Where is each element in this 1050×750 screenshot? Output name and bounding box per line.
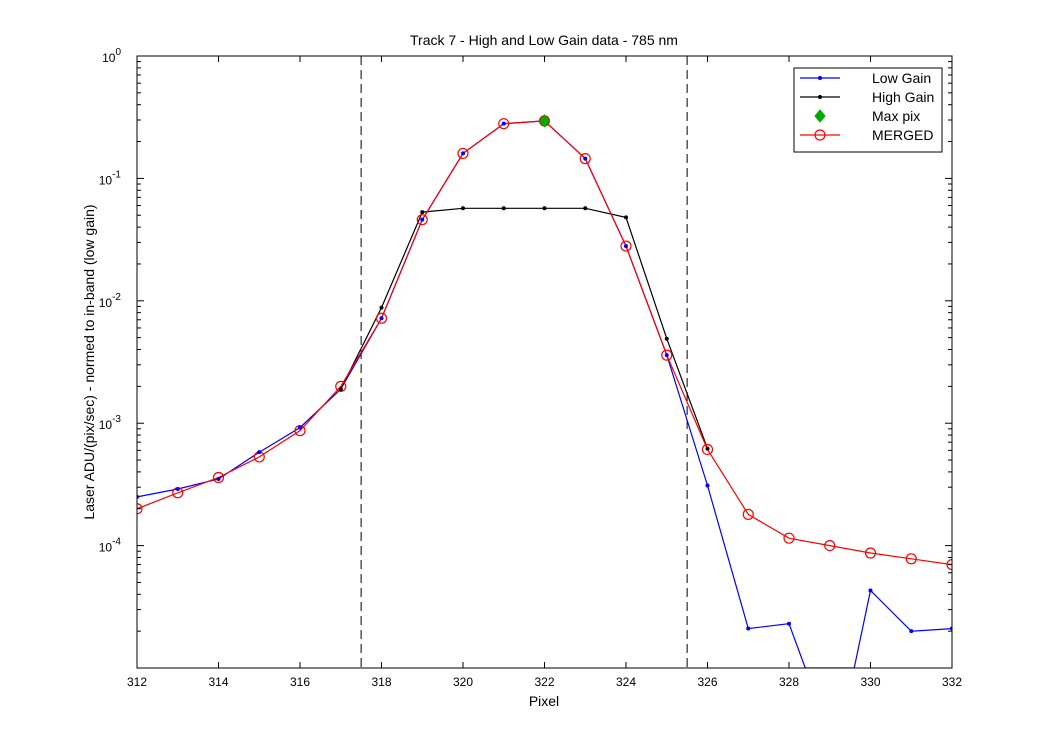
low-gain-point <box>501 121 506 126</box>
high-gain-point <box>501 206 506 211</box>
low-gain-point <box>664 353 669 358</box>
x-tick-label: 318 <box>371 675 391 689</box>
merged-point <box>905 553 917 565</box>
series-markers <box>137 114 952 634</box>
merged-point <box>416 214 428 226</box>
legend-label-merged: MERGED <box>872 127 933 143</box>
merged-point <box>701 443 714 456</box>
y-tick-label: 10-2 <box>99 292 122 310</box>
x-tick-label: 324 <box>616 675 636 689</box>
vertical-lines <box>360 56 688 668</box>
low-gain-point <box>583 156 588 161</box>
high-gain-point <box>583 206 588 211</box>
high-gain-point <box>379 305 384 310</box>
low-gain-point <box>787 621 791 626</box>
y-axis-ticks: 100 10-1 10-2 10-3 10-4 <box>99 47 952 632</box>
low-gain-point <box>420 217 425 222</box>
merged-point <box>946 558 952 571</box>
max-pix-point <box>538 114 551 128</box>
plot-area <box>137 56 952 668</box>
x-axis-ticks: 312 314 316 318 320 322 324 326 328 330 332 <box>127 56 962 689</box>
y-tick-label: 10-1 <box>99 169 122 187</box>
merged-point <box>212 471 225 484</box>
merged-point <box>335 380 347 392</box>
legend-label-low-gain: Low Gain <box>872 70 931 86</box>
merged-point <box>457 147 469 160</box>
high-gain-point <box>461 206 465 211</box>
low-gain-point <box>461 151 465 156</box>
legend-entry-low-gain: Low Gain <box>800 70 931 86</box>
x-tick-label: 328 <box>779 675 799 689</box>
high-gain-point <box>705 446 710 451</box>
low-gain-point <box>909 629 914 634</box>
merged-point <box>864 547 877 559</box>
high-gain-point <box>338 387 343 392</box>
low-gain-point <box>298 425 302 430</box>
legend-marker-merged <box>814 129 826 141</box>
low-gain-point <box>705 483 710 488</box>
merged-point <box>661 349 673 361</box>
low-gain-point <box>257 450 262 455</box>
x-axis-label: Pixel <box>529 693 559 709</box>
high-gain-point <box>624 215 628 220</box>
low-gain-point <box>746 626 751 631</box>
low-gain-point <box>175 487 180 492</box>
merged-point <box>579 153 591 165</box>
x-tick-label: 314 <box>208 675 228 689</box>
legend-marker-high-gain <box>818 95 822 99</box>
x-tick-label: 330 <box>860 675 880 689</box>
merged-point <box>137 503 143 515</box>
legend-entry-merged: MERGED <box>800 127 933 143</box>
low-gain-point <box>868 588 873 593</box>
high-gain-line <box>340 207 709 449</box>
low-gain-point <box>379 316 384 321</box>
legend-label-high-gain: High Gain <box>872 89 934 105</box>
legend-marker-low-gain <box>818 76 822 80</box>
low-gain-point <box>216 477 221 482</box>
legend-box <box>793 67 943 153</box>
merged-point <box>498 118 510 130</box>
high-gain-point <box>420 210 425 215</box>
legend: Low Gain High Gain Max pix MERGED <box>793 67 943 153</box>
high-gain-point <box>542 206 547 211</box>
merged-point <box>824 539 836 552</box>
x-tick-label: 326 <box>697 675 717 689</box>
merged-point <box>620 240 632 252</box>
merged-point <box>742 508 754 520</box>
legend-label-max-pix: Max pix <box>872 108 920 124</box>
x-tick-label: 322 <box>534 675 554 689</box>
x-tick-label: 312 <box>127 675 147 689</box>
y-axis-label: Laser ADU/(pix/sec) - normed to in-band … <box>81 204 97 519</box>
y-tick-label: 10-3 <box>99 414 122 432</box>
high-gain-point <box>664 336 669 341</box>
chart-title: Track 7 - High and Low Gain data - 785 n… <box>410 32 678 48</box>
x-tick-label: 332 <box>942 675 962 689</box>
merged-point <box>375 312 388 324</box>
low-gain-point <box>624 244 628 249</box>
legend-entry-max-pix: Max pix <box>814 108 920 124</box>
y-tick-label: 10-4 <box>99 537 122 555</box>
merged-point <box>783 532 795 544</box>
legend-swatch-max-pix <box>814 109 826 123</box>
legend-entry-high-gain: High Gain <box>800 89 934 105</box>
x-tick-label: 316 <box>290 675 310 689</box>
merged-point <box>294 425 306 437</box>
y-tick-label: 100 <box>102 47 121 65</box>
x-tick-label: 320 <box>453 675 473 689</box>
